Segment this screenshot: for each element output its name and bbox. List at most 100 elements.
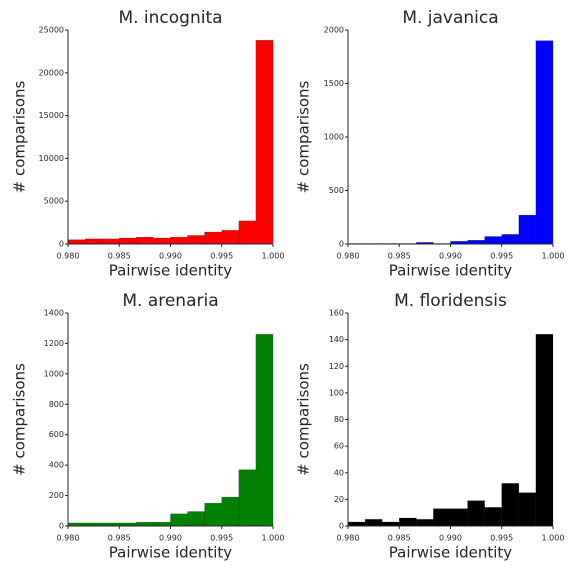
y-tick-label: 0 [339, 240, 344, 249]
bar [204, 502, 223, 527]
x-axis-label: Pairwise identity [389, 544, 512, 562]
bar [67, 239, 86, 245]
bar [347, 521, 366, 527]
subplot-title: M. javanica [402, 8, 498, 28]
y-tick-label: 5000 [44, 197, 64, 206]
bar [501, 234, 520, 245]
x-tick-label: 0.990 [159, 252, 182, 261]
x-tick-label: 1.000 [262, 534, 285, 543]
subplot: 0 500 1000 1500 2000 0.980 0.985 0.990 0.995 1.00… [295, 8, 565, 280]
y-tick-label: 25000 [39, 26, 64, 35]
bar [255, 40, 274, 245]
y-tick-label: 20000 [39, 68, 64, 77]
bar [535, 40, 554, 245]
x-tick-label: 0.995 [210, 534, 233, 543]
x-tick-label: 0.995 [490, 534, 513, 543]
subplot-title: M. incognita [118, 8, 222, 28]
bar [136, 521, 154, 527]
x-tick-label: 0.995 [210, 252, 233, 261]
x-tick-label: 0.980 [57, 252, 80, 261]
bar [484, 507, 503, 527]
y-tick-label: 80 [334, 415, 344, 424]
x-tick-label: 0.990 [159, 534, 182, 543]
y-tick-label: 200 [49, 491, 64, 500]
y-tick-label: 0 [59, 522, 64, 531]
bar [238, 220, 257, 245]
x-tick-label: 0.985 [388, 252, 411, 261]
bar [381, 521, 400, 527]
bar [450, 508, 468, 527]
bar [136, 236, 154, 245]
y-axis-label: # comparisons [11, 80, 29, 193]
bar [238, 469, 257, 527]
bar [255, 334, 274, 527]
bar [364, 519, 383, 527]
y-tick-label: 1200 [44, 339, 64, 348]
bar [101, 238, 120, 245]
x-tick-label: 1.000 [262, 252, 285, 261]
bar [484, 236, 503, 245]
y-tick-label: 1000 [44, 369, 64, 378]
y-tick-label: 100 [329, 388, 344, 397]
x-tick-label: 0.995 [490, 252, 513, 261]
y-tick-label: 60 [334, 442, 344, 451]
bar [170, 236, 188, 245]
x-tick-label: 0.980 [337, 534, 360, 543]
subplot: 0 200 400 600 800 1000 1200 1400 0.980 0.985 0.990… [11, 291, 285, 562]
x-tick-label: 0.990 [439, 534, 462, 543]
y-tick-label: 500 [329, 186, 344, 195]
bar [204, 231, 223, 245]
y-tick-label: 140 [329, 335, 344, 344]
bar [518, 492, 537, 527]
y-tick-label: 160 [329, 309, 344, 318]
x-tick-label: 1.000 [542, 534, 565, 543]
y-tick-label: 20 [334, 495, 344, 504]
bar [119, 237, 137, 245]
y-axis-label: # comparisons [11, 363, 29, 476]
bar [153, 237, 171, 245]
bar [153, 521, 171, 527]
x-axis-label: Pairwise identity [389, 262, 512, 280]
x-tick-label: 1.000 [542, 252, 565, 261]
y-tick-label: 400 [49, 461, 64, 470]
y-tick-label: 15000 [39, 111, 64, 120]
y-tick-label: 0 [59, 240, 64, 249]
y-tick-label: 2000 [324, 26, 344, 35]
y-tick-label: 1400 [44, 309, 64, 318]
y-tick-label: 800 [49, 400, 64, 409]
x-axis-label: Pairwise identity [109, 262, 232, 280]
subplot-title: M. floridensis [394, 291, 507, 311]
bar [399, 517, 417, 527]
y-axis-label: # comparisons [295, 363, 313, 476]
subplot: 0 20 40 60 80 100 120 140 160 0.980 0.985 0.990 0.99… [295, 291, 565, 562]
x-axis-label: Pairwise identity [109, 544, 232, 562]
bar [221, 496, 240, 527]
x-tick-label: 0.985 [108, 534, 131, 543]
y-tick-label: 1500 [324, 79, 344, 88]
bar [187, 511, 205, 527]
bar [535, 334, 554, 527]
bar [221, 230, 240, 245]
bar [170, 513, 188, 527]
x-tick-label: 0.985 [388, 534, 411, 543]
y-axis-label: # comparisons [295, 80, 313, 193]
bar [518, 214, 537, 245]
x-tick-label: 0.980 [57, 534, 80, 543]
y-tick-label: 1000 [324, 133, 344, 142]
x-tick-label: 0.985 [108, 252, 131, 261]
y-tick-label: 120 [329, 362, 344, 371]
y-tick-label: 0 [339, 522, 344, 531]
bar [501, 483, 520, 527]
bar [467, 500, 485, 527]
bar [467, 240, 485, 245]
bar [416, 519, 434, 527]
x-tick-label: 0.990 [439, 252, 462, 261]
y-tick-label: 10000 [39, 154, 64, 163]
y-tick-label: 600 [49, 430, 64, 439]
bar [433, 508, 451, 527]
subplot-title: M. arenaria [122, 291, 218, 311]
x-tick-label: 0.980 [337, 252, 360, 261]
bar [187, 235, 205, 245]
y-tick-label: 40 [334, 468, 344, 477]
